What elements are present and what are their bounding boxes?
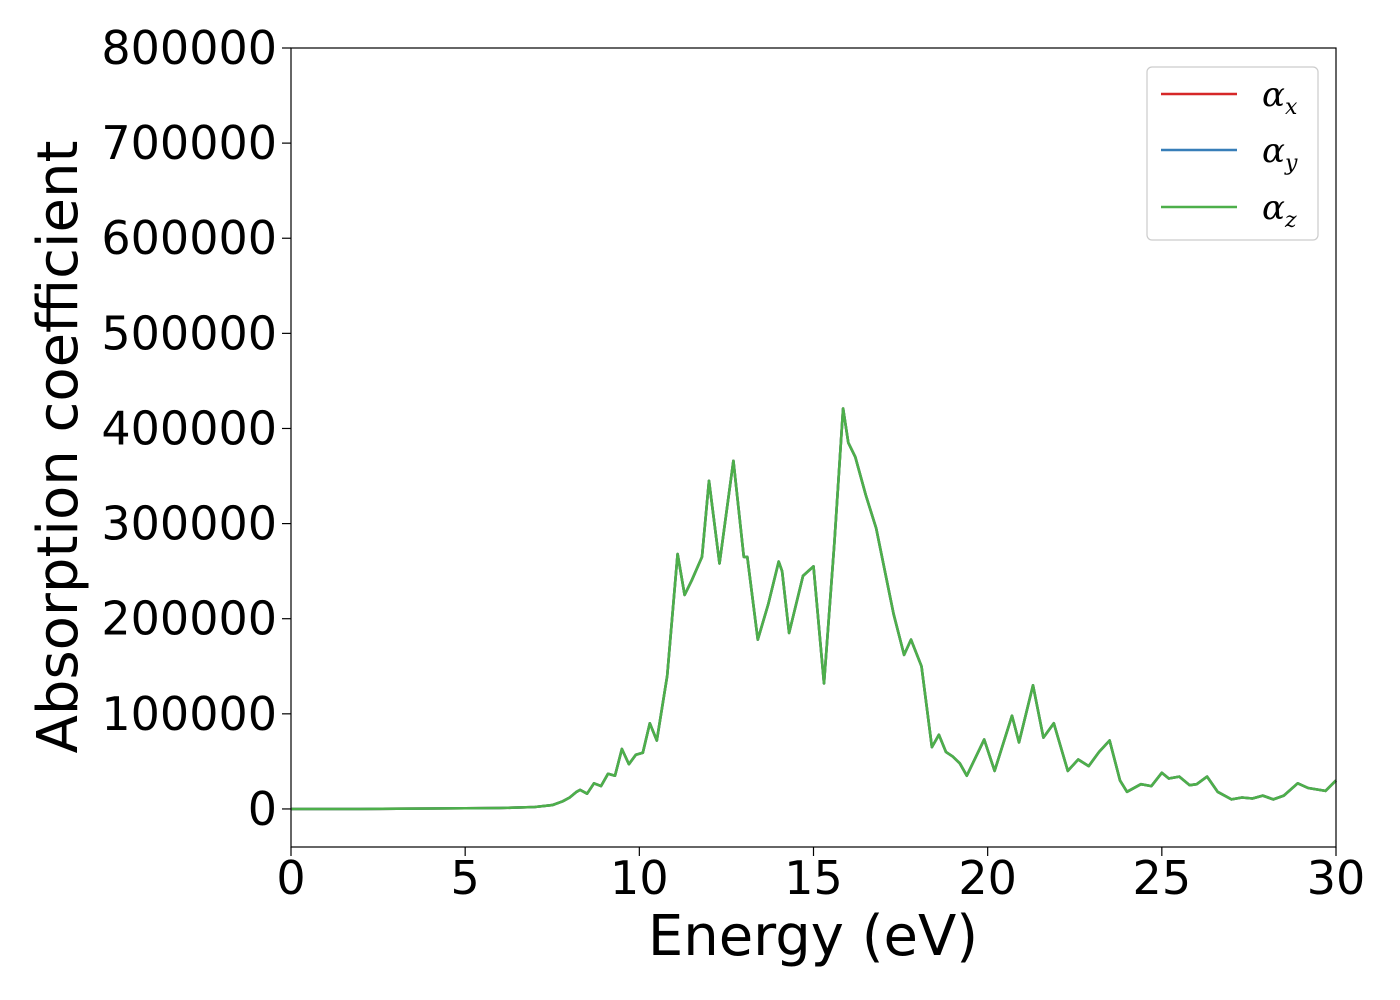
y-tick-label: 300000	[101, 497, 277, 551]
y-tick-label: 600000	[101, 211, 277, 265]
series-layer	[291, 407, 1337, 811]
x-tick-label: 20	[958, 851, 1017, 905]
legend-label: αy	[1262, 131, 1298, 176]
y-axis: 0 100000 200000 300000 400000 500000 600000 700…	[101, 21, 291, 836]
y-tick-label: 500000	[101, 306, 277, 360]
x-axis: 0 5 10 15 20 25 30	[276, 847, 1365, 905]
y-tick-label: 700000	[101, 116, 277, 170]
legend-subscript: z	[1284, 208, 1297, 233]
x-tick-label: 0	[276, 851, 305, 905]
legend-label: αz	[1262, 188, 1297, 233]
x-tick-label: 15	[784, 851, 843, 905]
y-tick-label: 400000	[101, 401, 277, 455]
legend-box	[1146, 66, 1319, 241]
x-axis-title: Energy (eV)	[648, 904, 978, 969]
y-axis-title: Absorption coefficient	[26, 141, 91, 754]
legend-label: αx	[1262, 75, 1298, 120]
series-line-alpha-z	[291, 407, 1337, 811]
legend-symbol: α	[1262, 188, 1285, 228]
y-tick-label: 200000	[101, 592, 277, 646]
legend-subscript: y	[1284, 151, 1298, 176]
legend-symbol: α	[1262, 131, 1285, 171]
y-tick-label: 800000	[101, 21, 277, 75]
x-tick-label: 30	[1307, 851, 1366, 905]
x-tick-label: 10	[610, 851, 669, 905]
x-tick-label: 25	[1133, 851, 1192, 905]
y-tick-label: 100000	[101, 687, 277, 741]
legend-subscript: x	[1285, 95, 1298, 120]
y-tick-label: 0	[248, 782, 277, 836]
x-tick-label: 5	[451, 851, 480, 905]
legend-symbol: α	[1262, 75, 1285, 115]
